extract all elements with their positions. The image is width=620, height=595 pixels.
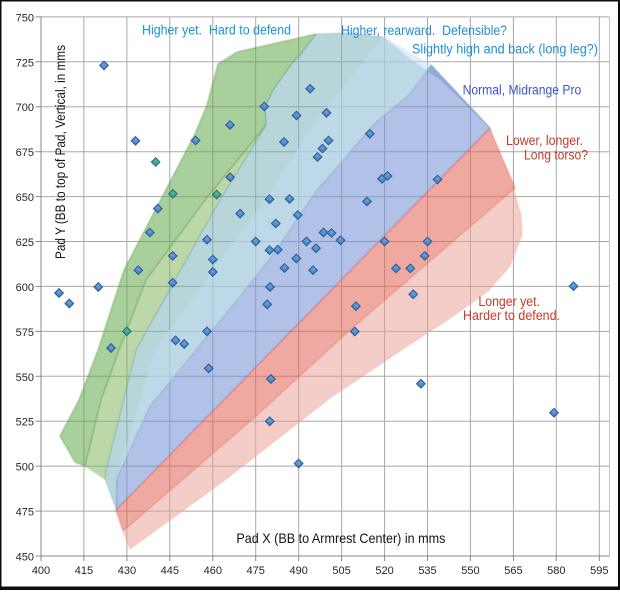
svg-text:520: 520 [375, 565, 393, 577]
svg-text:430: 430 [118, 565, 136, 577]
svg-text:725: 725 [16, 57, 34, 69]
svg-text:750: 750 [16, 12, 34, 24]
svg-text:595: 595 [590, 565, 608, 577]
svg-text:550: 550 [16, 372, 34, 384]
svg-text:445: 445 [161, 565, 179, 577]
svg-text:575: 575 [16, 327, 34, 339]
svg-text:500: 500 [16, 462, 34, 474]
svg-text:Harder to defend.: Harder to defend. [463, 308, 560, 323]
svg-text:Higher, rearward. Defensible?: Higher, rearward. Defensible? [341, 23, 507, 38]
svg-text:505: 505 [332, 565, 350, 577]
svg-text:Pad Y (BB to top of Pad, Verti: Pad Y (BB to top of Pad, Vertical, in mm… [52, 45, 68, 259]
svg-text:Longer yet.: Longer yet. [478, 294, 540, 309]
svg-text:Long torso?: Long torso? [524, 148, 588, 163]
svg-text:460: 460 [204, 565, 222, 577]
svg-text:400: 400 [32, 565, 50, 577]
svg-text:650: 650 [16, 192, 34, 204]
svg-text:700: 700 [16, 102, 34, 114]
svg-text:625: 625 [16, 237, 34, 249]
svg-text:Slightly high and back (long l: Slightly high and back (long leg?) [412, 42, 598, 57]
svg-text:450: 450 [16, 552, 34, 564]
svg-text:475: 475 [247, 565, 265, 577]
svg-text:Higher yet. Hard to defend: Higher yet. Hard to defend [142, 23, 291, 38]
svg-text:Normal, Midrange Pro: Normal, Midrange Pro [463, 83, 582, 98]
svg-text:535: 535 [418, 565, 436, 577]
svg-text:675: 675 [16, 147, 34, 159]
svg-text:Lower, longer.: Lower, longer. [506, 133, 583, 148]
svg-text:525: 525 [16, 417, 34, 429]
svg-text:550: 550 [461, 565, 479, 577]
svg-text:490: 490 [290, 565, 308, 577]
svg-text:Pad X (BB to Armrest Center) i: Pad X (BB to Armrest Center) in mms [236, 530, 445, 546]
svg-text:565: 565 [504, 565, 522, 577]
svg-text:580: 580 [547, 565, 565, 577]
svg-text:600: 600 [16, 282, 34, 294]
svg-text:475: 475 [16, 507, 34, 519]
svg-text:415: 415 [75, 565, 93, 577]
